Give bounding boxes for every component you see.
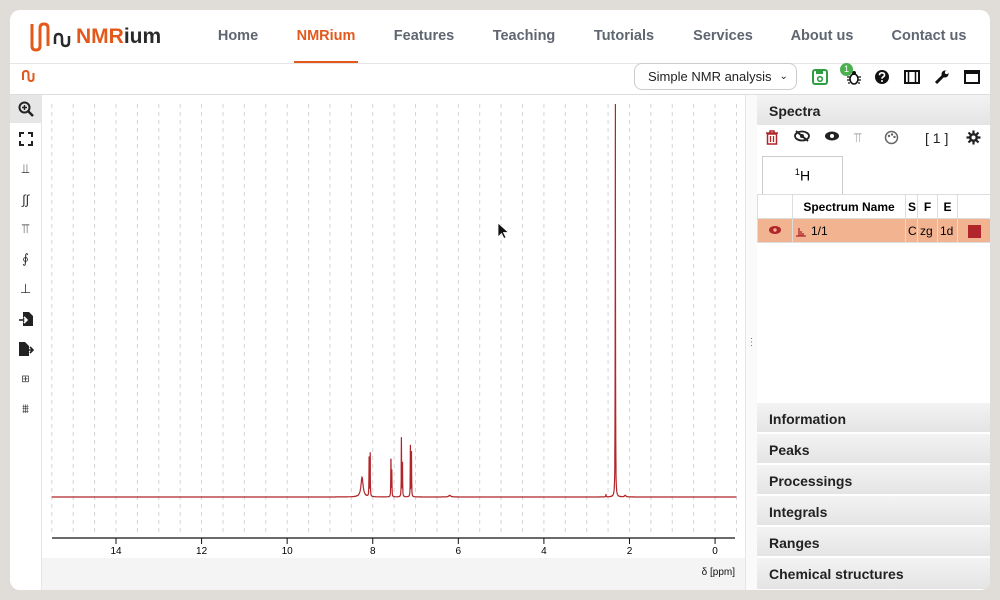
- import-icon[interactable]: [10, 305, 41, 333]
- right-panel: Spectra ⫪ [ 1 ] 1H Spectrum Name S F E 1…: [757, 95, 990, 590]
- mouse-cursor-icon: [497, 222, 510, 240]
- x-tick-label: 2: [627, 546, 633, 557]
- phase-correction-icon[interactable]: ∮: [22, 251, 29, 266]
- nav-nmrium[interactable]: NMRium: [296, 28, 356, 44]
- show-all-icon[interactable]: [824, 130, 840, 145]
- baseline-correction-icon[interactable]: ⫪: [21, 221, 30, 236]
- pulse-cell: zg: [917, 218, 938, 243]
- nav-active-underline: [294, 61, 358, 63]
- tab-1h[interactable]: 1H: [762, 156, 843, 194]
- x-tick-label: 10: [282, 546, 294, 557]
- table-row[interactable]: 1/1 C zg 1d: [757, 218, 990, 243]
- zoom-icon[interactable]: [10, 95, 41, 123]
- spectrum-name-cell: 1/1: [792, 218, 906, 243]
- nav-contact-us[interactable]: Contact us: [891, 28, 967, 44]
- logo-wave-icon: [30, 22, 71, 52]
- section-ranges[interactable]: Ranges: [757, 527, 990, 557]
- col-visibility: [757, 194, 793, 219]
- col-pulse[interactable]: F: [917, 194, 938, 219]
- x-tick-label: 6: [456, 546, 462, 557]
- table-header-row: Spectrum Name S F E: [757, 194, 990, 219]
- x-tick-label: 14: [110, 546, 122, 557]
- section-information[interactable]: Information: [757, 403, 990, 433]
- exclusion-zone-icon[interactable]: ⩩: [22, 401, 29, 416]
- nmrium-small-logo-icon[interactable]: [20, 68, 36, 84]
- chevron-down-icon: ⌄: [779, 71, 788, 82]
- toolbar-divider: [10, 94, 990, 95]
- section-integrals[interactable]: Integrals: [757, 496, 990, 526]
- bug-icon[interactable]: [844, 67, 864, 87]
- left-toolbar: ⫫ ∫∫ ⫪ ∮ ⊥ ⊞ ⩩: [10, 95, 42, 590]
- section-peaks[interactable]: Peaks: [757, 434, 990, 464]
- col-solvent[interactable]: S: [905, 194, 918, 219]
- col-experiment[interactable]: E: [937, 194, 958, 219]
- x-axis-label: δ [ppm]: [702, 567, 736, 578]
- x-axis-ticks: 14 12 10 8 6 4 2 0: [110, 538, 718, 557]
- logo-text: NMRium: [76, 25, 162, 48]
- delete-icon[interactable]: [765, 130, 779, 148]
- grid-lines: [51, 104, 737, 535]
- window-icon[interactable]: [962, 67, 982, 87]
- settings-icon[interactable]: [966, 130, 981, 148]
- section-chemical-structures[interactable]: Chemical structures: [757, 558, 990, 590]
- logo[interactable]: NMRium: [28, 19, 161, 55]
- notification-badge: 1: [840, 63, 853, 76]
- col-color: [957, 194, 990, 219]
- tab-1h-label: H: [799, 167, 811, 184]
- nav-home[interactable]: Home: [217, 28, 259, 44]
- wrench-icon[interactable]: [932, 67, 952, 87]
- x-tick-label: 0: [712, 546, 718, 557]
- spectrum-line[interactable]: [51, 103, 737, 498]
- spectrum-plot[interactable]: 14 12 10 8 6 4 2 0 δ [ppm]: [42, 95, 745, 590]
- apodization-icon[interactable]: ⊞: [21, 373, 30, 385]
- color-swatch[interactable]: [957, 218, 990, 243]
- film-icon[interactable]: [902, 67, 922, 87]
- col-spectrum-name[interactable]: Spectrum Name: [792, 194, 906, 219]
- nav-services[interactable]: Services: [693, 28, 753, 44]
- nav-teaching[interactable]: Teaching: [492, 28, 556, 44]
- experiment-cell: 1d: [937, 218, 958, 243]
- export-icon[interactable]: [10, 335, 41, 363]
- section-processings[interactable]: Processings: [757, 465, 990, 495]
- nav-tutorials[interactable]: Tutorials: [593, 28, 655, 44]
- full-screen-icon[interactable]: [10, 125, 41, 153]
- nav-about-us[interactable]: About us: [790, 28, 854, 44]
- baseline-icon[interactable]: ⫪: [854, 130, 862, 145]
- integral-icon[interactable]: ∫∫: [21, 191, 30, 207]
- range-picking-icon[interactable]: ⊥: [19, 281, 32, 296]
- spectrum-1d-icon: [796, 227, 806, 237]
- hide-all-icon[interactable]: [794, 130, 810, 145]
- spectra-count: [ 1 ]: [925, 130, 949, 146]
- x-tick-label: 4: [541, 546, 547, 557]
- x-tick-label: 12: [196, 546, 208, 557]
- spectra-section-header[interactable]: Spectra: [757, 95, 990, 126]
- nmrium-window: NMRium Home NMRium Features Teaching Tut…: [10, 10, 990, 590]
- spectra-table: Spectrum Name S F E 1/1 C zg 1d: [757, 194, 990, 243]
- solvent-cell: C: [905, 218, 918, 243]
- spectrum-name: 1/1: [811, 223, 828, 238]
- x-tick-label: 8: [370, 546, 376, 557]
- workspace-select-value: Simple NMR analysis: [648, 69, 772, 84]
- save-icon[interactable]: [810, 67, 830, 87]
- workspace-select[interactable]: Simple NMR analysis ⌄: [634, 63, 797, 90]
- help-icon[interactable]: [872, 67, 892, 87]
- tab-1h-sup: 1: [794, 167, 800, 177]
- nav-features[interactable]: Features: [393, 28, 455, 44]
- header-divider: [10, 63, 990, 64]
- axis-footer: [42, 558, 745, 590]
- panel-splitter[interactable]: ⋮: [745, 95, 757, 590]
- eye-icon[interactable]: [757, 218, 793, 243]
- peak-picking-icon[interactable]: ⫫: [21, 161, 30, 176]
- palette-icon[interactable]: [884, 130, 899, 148]
